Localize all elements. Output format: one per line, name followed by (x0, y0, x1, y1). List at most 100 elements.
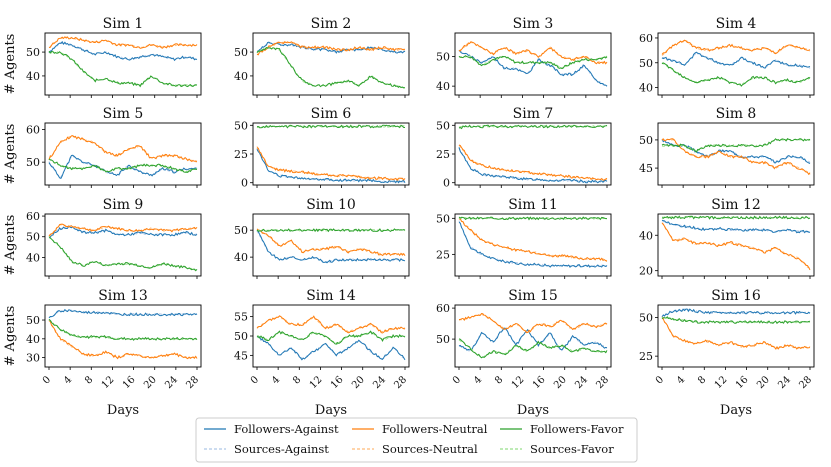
series-line-ff (48, 50, 198, 88)
y-tick-label: 25 (234, 148, 248, 161)
y-tick-label: 50 (639, 311, 653, 324)
legend-label: Sources-Against (234, 442, 329, 456)
series-line-fa (661, 139, 811, 164)
subplot-frame (657, 32, 815, 96)
x-tick-label: 8 (493, 374, 505, 386)
x-axis-label: Days (720, 403, 752, 418)
y-tick-label: 50 (234, 119, 248, 132)
y-tick-label: 50 (436, 119, 450, 132)
x-tick-label: 28 (594, 374, 611, 391)
series-line-sa (48, 155, 198, 178)
y-tick-label: 50 (234, 330, 248, 343)
series-line-fn (458, 144, 608, 181)
series-line-sn (256, 41, 406, 55)
series-line-sn (661, 39, 811, 56)
series-line-ff (256, 330, 406, 345)
x-tick-label: 28 (797, 374, 814, 391)
y-tick-label: 0 (241, 177, 248, 190)
x-tick-label: 24 (776, 374, 793, 391)
y-tick-label: 40 (436, 80, 450, 93)
series-line-sf (257, 331, 406, 345)
series-line-fa (48, 224, 198, 238)
series-line-fn (661, 317, 811, 350)
y-tick-label: 50 (234, 46, 248, 59)
x-tick-label: 12 (100, 374, 117, 391)
x-tick-label: 20 (350, 374, 367, 391)
x-axis-label: Days (107, 403, 139, 418)
subplot-frame (44, 213, 202, 277)
y-tick-label: 50 (436, 212, 450, 225)
legend-item: Followers-Neutral (352, 422, 488, 436)
subplot-frame (454, 304, 612, 368)
series-line-ff (661, 62, 811, 87)
series-line-sn (256, 315, 406, 333)
series-line-fn (459, 312, 608, 334)
series-line-ff (458, 55, 608, 70)
subplot-title: Sim 14 (306, 288, 356, 304)
subplot: Sim 1 40 50 (26, 16, 202, 98)
subplot-title: Sim 6 (311, 106, 352, 122)
series-line-ff (256, 228, 406, 233)
x-tick-label: 24 (163, 374, 180, 391)
series-line-fa (256, 230, 406, 264)
x-tick-label: 4 (270, 374, 282, 386)
series-line-fa (458, 221, 608, 268)
series-line-fn (48, 36, 198, 49)
series-line-sa (459, 50, 608, 87)
x-tick-label: 4 (472, 374, 484, 386)
subplot-title: Sim 7 (513, 106, 554, 122)
series-line-sn (458, 313, 608, 334)
legend: Followers-Against Followers-Neutral Follow… (195, 417, 638, 463)
x-tick-label: 8 (83, 374, 95, 386)
y-tick-label: 40 (234, 70, 248, 83)
x-tick-label: 4 (62, 374, 74, 386)
subplot: Sim 5 50 60 (26, 106, 202, 188)
y-tick-label: 40 (639, 82, 653, 95)
series-line-ff (256, 47, 405, 89)
series-line-fn (458, 218, 608, 262)
series-line-fa (458, 49, 608, 87)
y-axis-label: # Agents (3, 124, 18, 185)
series-line-ff (48, 158, 198, 173)
series-line-fa (48, 154, 198, 180)
subplot-frame (454, 122, 612, 186)
y-tick-label: 40 (26, 70, 40, 83)
subplot-frame (454, 32, 612, 96)
series-line-ff (458, 338, 608, 359)
x-tick-label: 20 (142, 374, 159, 391)
subplot-title: Sim 12 (711, 197, 761, 213)
legend-label: Followers-Neutral (382, 422, 488, 436)
subplot: Sim 9 40 50 60 (26, 197, 202, 279)
y-tick-label: 50 (26, 156, 40, 169)
legend-item: Sources-Against (204, 442, 329, 456)
subplot-title: Sim 8 (716, 106, 757, 122)
subplot: Sim 6 0 25 50 (234, 106, 410, 190)
x-tick-label: 8 (291, 374, 303, 386)
x-tick-label: 0 (41, 374, 53, 386)
x-tick-label: 16 (329, 374, 346, 391)
subplot-title: Sim 2 (311, 16, 352, 32)
series-line-ff (661, 215, 811, 220)
series-line-ff (48, 237, 198, 272)
y-tick-label: 50 (639, 57, 653, 70)
subplot-frame (657, 213, 815, 277)
subplot-frame (252, 32, 410, 96)
legend-item: Followers-Against (204, 422, 339, 436)
y-tick-label: 40 (26, 333, 40, 346)
y-tick-label: 50 (436, 333, 450, 346)
legend-item: Followers-Favor (500, 422, 624, 436)
subplot: Sim 8 45 50 (639, 106, 815, 188)
subplot-frame (44, 122, 202, 186)
x-tick-label: 24 (573, 374, 590, 391)
subplot-frame (44, 304, 202, 368)
subplot-frame (252, 304, 410, 368)
y-tick-label: 60 (26, 210, 40, 223)
legend-box (195, 417, 638, 463)
series-line-fa (256, 149, 406, 184)
y-tick-label: 40 (639, 229, 653, 242)
series-line-fn (48, 223, 198, 237)
x-tick-label: 28 (184, 374, 201, 391)
legend-label: Sources-Favor (530, 442, 614, 456)
subplot-title: Sim 1 (103, 16, 144, 32)
series-line-fn (256, 147, 406, 181)
